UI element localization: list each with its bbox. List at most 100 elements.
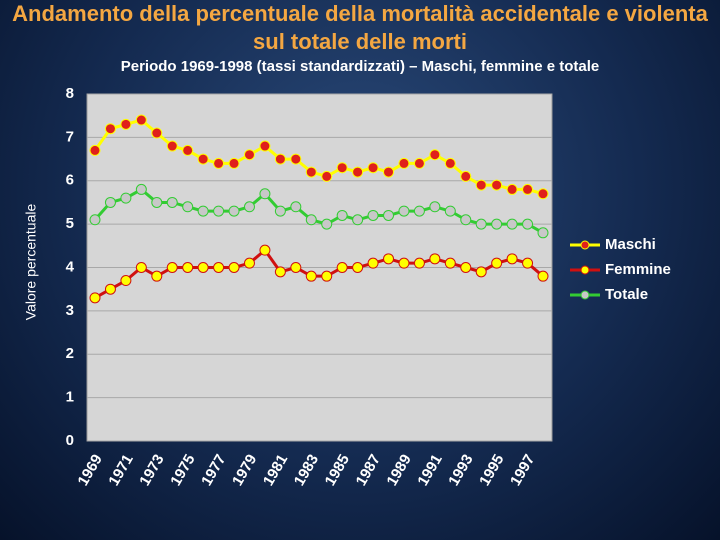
data-point [120,118,132,130]
data-point [89,144,101,156]
data-point [305,166,317,178]
data-point [290,262,302,273]
data-point [429,253,441,265]
y-tick-label: 3 [66,302,74,319]
data-point [383,253,395,265]
data-point [537,188,549,200]
data-point [429,201,441,213]
data-point [321,170,333,182]
data-point [475,218,487,230]
data-point [367,257,379,269]
x-tick-label: 1985 [322,451,353,488]
data-point [506,183,518,195]
data-point [135,262,147,273]
data-point [460,170,472,182]
data-point [336,209,348,221]
data-point [228,205,240,217]
chart-title: Andamento della percentuale della mortal… [12,1,708,54]
data-point [120,192,132,204]
x-tick-label: 1973 [136,451,167,488]
y-tick-label: 7 [66,128,74,145]
data-point [305,270,317,282]
legend-marker [580,240,590,250]
y-tick-label: 8 [66,85,74,102]
data-point [243,201,255,213]
data-point [460,262,472,273]
x-tick-label: 1971 [105,451,136,488]
y-axis-label: Valore percentuale [23,204,39,321]
data-point [506,218,518,230]
x-tick-label: 1995 [476,451,507,488]
x-tick-label: 1987 [353,451,384,488]
data-point [305,214,317,226]
data-point [460,214,472,226]
data-point [259,140,271,152]
data-point [413,257,425,269]
y-tick-label: 1 [66,389,74,406]
data-point [506,253,518,265]
y-tick-label: 4 [66,258,75,275]
data-point [290,201,302,213]
data-point [352,262,364,273]
legend-label: Maschi [605,236,656,253]
data-point [491,179,503,191]
data-point [413,205,425,217]
data-point [151,127,163,139]
x-tick-label: 1979 [229,451,260,488]
x-tick-label: 1977 [198,451,229,488]
y-tick-label: 2 [66,345,74,362]
data-point [197,205,209,217]
data-point [522,218,534,230]
data-point [352,214,364,226]
data-point [290,153,302,165]
data-point [537,227,549,239]
legend-label: Femmine [605,261,671,278]
data-point [197,262,209,273]
data-point [182,144,194,156]
data-point [336,262,348,273]
data-point [383,209,395,221]
data-point [166,262,178,273]
x-tick-label: 1975 [167,451,198,488]
data-point [197,153,209,165]
data-point [475,266,487,278]
data-point [383,166,395,178]
data-point [135,183,147,195]
data-point [259,188,271,200]
data-point [274,205,286,217]
x-tick-label: 1981 [260,451,291,488]
data-point [475,179,487,191]
y-tick-label: 5 [66,215,74,232]
data-point [491,257,503,269]
data-point [321,218,333,230]
data-point [151,196,163,208]
data-point [274,266,286,278]
data-point [522,257,534,269]
data-point [104,123,116,135]
data-point [104,283,116,295]
x-tick-label: 1983 [291,451,322,488]
data-point [135,114,147,126]
data-point [228,262,240,273]
x-tick-label: 1989 [383,451,414,488]
data-point [213,262,225,273]
data-point [444,157,456,169]
data-point [243,149,255,161]
data-point [243,257,255,269]
x-tick-label: 1993 [445,451,476,488]
x-tick-label: 1969 [74,451,105,488]
data-point [151,270,163,282]
x-tick-label: 1991 [414,451,445,488]
chart-subtitle: Periodo 1969-1998 (tassi standardizzati)… [120,58,600,75]
data-point [352,166,364,178]
data-point [89,214,101,226]
data-point [522,183,534,195]
data-point [120,275,132,287]
legend-label: Totale [605,286,648,303]
data-point [444,205,456,217]
data-point [182,262,194,273]
data-point [321,270,333,282]
x-tick-label: 1997 [507,451,538,488]
legend-marker [580,290,590,300]
